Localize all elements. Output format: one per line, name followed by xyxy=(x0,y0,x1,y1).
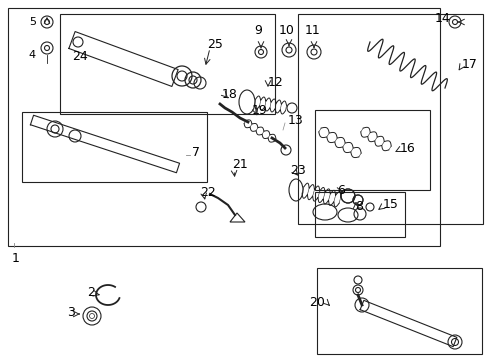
Bar xyxy=(60,14,274,114)
Text: 11: 11 xyxy=(305,23,320,36)
Text: 24: 24 xyxy=(72,50,87,63)
Bar xyxy=(314,110,429,190)
Text: 19: 19 xyxy=(251,104,267,117)
Text: 3: 3 xyxy=(67,306,75,320)
Text: 1: 1 xyxy=(12,252,20,265)
Bar xyxy=(22,112,206,182)
Bar xyxy=(314,192,404,237)
Text: 9: 9 xyxy=(254,23,262,36)
Text: 20: 20 xyxy=(308,296,325,309)
Text: 18: 18 xyxy=(222,87,237,100)
Text: 10: 10 xyxy=(279,23,294,36)
Text: 6: 6 xyxy=(336,184,344,197)
Bar xyxy=(316,268,481,354)
Text: 2: 2 xyxy=(87,287,95,300)
Bar xyxy=(297,14,482,224)
Text: 15: 15 xyxy=(382,198,398,211)
Text: 25: 25 xyxy=(206,37,223,50)
Text: 13: 13 xyxy=(287,113,303,126)
Text: 12: 12 xyxy=(267,76,283,89)
Text: 22: 22 xyxy=(200,186,215,199)
Text: 23: 23 xyxy=(289,163,305,176)
Text: 16: 16 xyxy=(399,141,415,154)
Text: 17: 17 xyxy=(461,58,477,72)
Text: 8: 8 xyxy=(354,199,362,212)
Text: 4: 4 xyxy=(29,50,36,60)
Bar xyxy=(8,8,439,246)
Text: 5: 5 xyxy=(29,17,36,27)
Text: 14: 14 xyxy=(433,12,449,24)
Text: 7: 7 xyxy=(192,145,200,158)
Text: 21: 21 xyxy=(231,158,247,171)
